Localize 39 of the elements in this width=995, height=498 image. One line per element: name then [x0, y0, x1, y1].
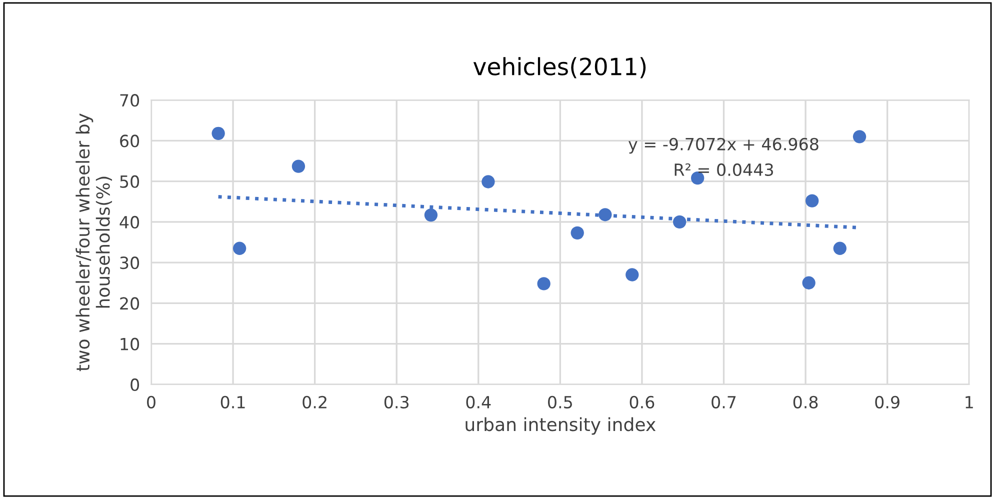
y-tick-label: 0	[130, 378, 140, 392]
point	[833, 242, 846, 255]
point	[232, 242, 246, 255]
x-tick-label: 0.5	[548, 396, 572, 408]
y-tick-label: 50	[120, 175, 140, 188]
y-tick-label: 40	[120, 216, 140, 229]
y-tick-label: 10	[120, 338, 140, 350]
y-axis-title: two wheeler/four wheeler by households(%)	[76, 114, 112, 372]
point	[537, 277, 550, 290]
x-tick-label: 0.7	[712, 396, 736, 408]
point	[424, 208, 438, 222]
point	[802, 276, 816, 290]
x-tick-label: 0.3	[384, 396, 409, 408]
y-tick-label: 70	[120, 94, 140, 107]
chart-title: vehicles(2011)	[473, 57, 646, 78]
point	[673, 215, 686, 229]
x-tick-label: 0.4	[466, 396, 491, 408]
point	[806, 194, 819, 208]
y-tick-label: 30	[120, 256, 140, 270]
annotation: y = -9.7072x + 46.968	[628, 138, 818, 154]
x-tick-label: 1	[966, 396, 973, 408]
point	[292, 160, 306, 173]
point	[691, 172, 704, 185]
annotation: R² = 0.0443	[674, 163, 773, 176]
point	[626, 268, 639, 282]
y-tick-label: 60	[120, 134, 140, 148]
x-tick-label: 0.8	[793, 396, 818, 408]
x-tick-label: 0.6	[630, 396, 654, 408]
point	[570, 226, 584, 240]
x-tick-label: 0.9	[875, 396, 900, 408]
x-axis-title: urban intensity index	[466, 417, 656, 435]
point	[598, 208, 612, 222]
x-tick-label: 0.2	[302, 396, 326, 408]
point	[212, 126, 225, 140]
x-tick-label: 0.1	[220, 396, 245, 408]
y-tick-label: 20	[120, 297, 140, 310]
point	[482, 175, 495, 188]
point	[852, 130, 866, 144]
x-tick-label: 0	[147, 396, 156, 408]
